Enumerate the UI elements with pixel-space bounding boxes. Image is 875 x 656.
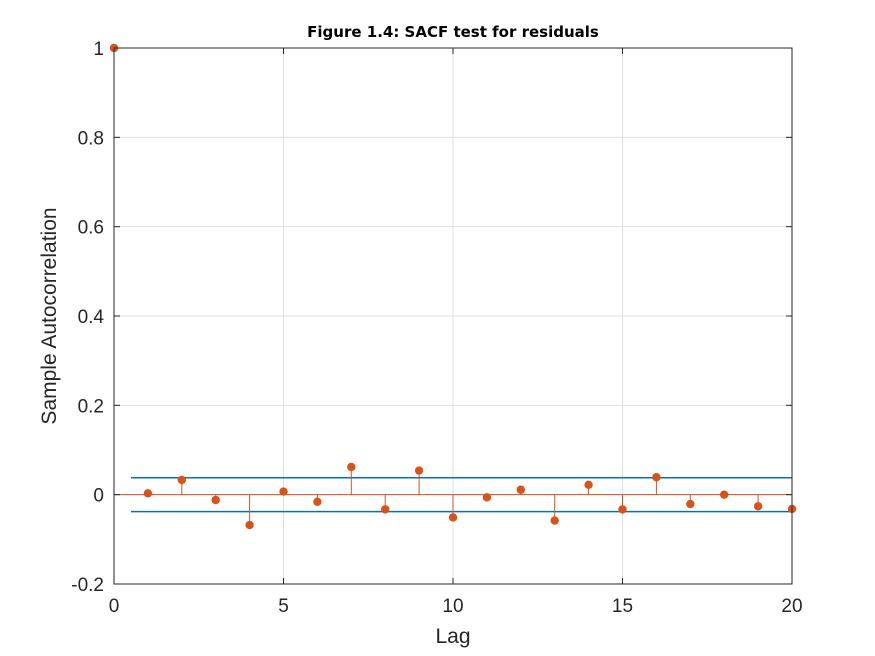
stem-marker: [686, 499, 695, 509]
stem-marker: [652, 473, 661, 482]
y-tick-label: 1: [93, 39, 104, 60]
stem-series: [109, 43, 797, 530]
stem-marker: [143, 489, 153, 498]
stem-marker: [245, 520, 254, 530]
stem-marker: [618, 505, 627, 514]
y-tick-label: 0.8: [78, 128, 104, 149]
y-tick-label: 0: [93, 486, 104, 507]
y-tick-label: -0.2: [71, 575, 104, 596]
y-axis-label: Sample Autocorrelation: [38, 207, 61, 424]
confidence-bounds: [130, 476, 792, 513]
x-tick-label: 20: [781, 596, 802, 617]
stem-marker: [448, 513, 458, 522]
ticks: [113, 47, 793, 585]
stem-marker: [516, 485, 525, 494]
stem-marker: [720, 490, 729, 499]
stem-marker: [313, 497, 322, 507]
y-tick-label: 0.2: [78, 396, 104, 417]
x-tick-label: 5: [278, 596, 289, 617]
stem-marker: [414, 466, 424, 475]
x-tick-label: 15: [612, 596, 633, 617]
x-tick-labels: 0 5 10 15 20: [109, 596, 803, 617]
stem-marker: [550, 516, 559, 525]
y-tick-label: 0.4: [78, 307, 105, 328]
y-tick-labels: -0.2 0 0.2 0.4 0.6 0.8 1: [71, 39, 104, 596]
stem-marker: [381, 505, 390, 514]
stem-marker: [279, 487, 288, 496]
stem-marker: [482, 493, 492, 502]
chart-title: Figure 1.4: SACF test for residuals: [307, 23, 599, 41]
stem-marker: [177, 475, 186, 485]
x-tick-label: 10: [442, 596, 463, 617]
x-axis-label: Lag: [435, 625, 470, 648]
x-tick-label: 0: [109, 596, 120, 617]
stem-marker: [584, 480, 593, 490]
stem-marker: [211, 495, 220, 505]
y-tick-label: 0.6: [78, 218, 104, 239]
stem-marker: [753, 502, 763, 511]
stem-marker: [347, 462, 356, 472]
